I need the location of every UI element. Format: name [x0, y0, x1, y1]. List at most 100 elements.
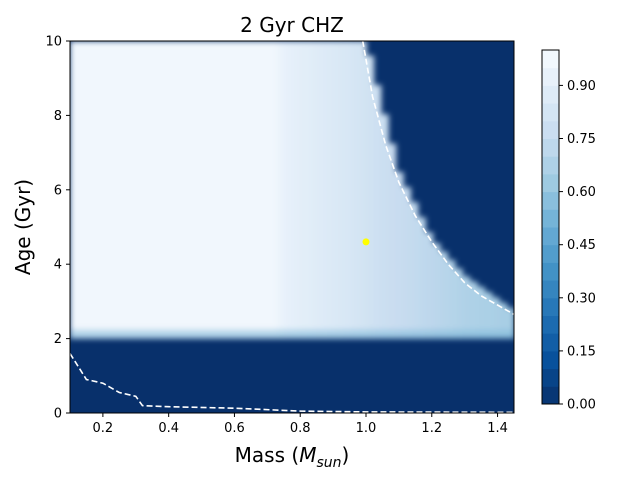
value-strip: [336, 41, 345, 339]
value-strip: [240, 41, 249, 339]
colorbar-frame: [541, 49, 560, 405]
colorbar-tick-label: 0.00: [567, 398, 596, 413]
value-strip: [292, 41, 300, 339]
value-strip: [499, 302, 508, 339]
y-tick-label: 4: [54, 258, 62, 273]
y-axis-label: Age (Gyr): [11, 179, 35, 275]
value-strip: [129, 41, 138, 339]
colorbar-swatch: [542, 156, 559, 175]
value-strip: [299, 41, 308, 339]
colorbar-swatch: [542, 368, 559, 387]
value-strip: [329, 41, 337, 339]
value-strip: [484, 292, 493, 339]
colorbar-swatch: [542, 297, 559, 316]
colorbar-tick-label: 0.75: [567, 132, 596, 147]
value-strip: [166, 41, 175, 339]
x-axis-label: Mass (Msun): [235, 443, 350, 471]
colorbar-tick-label: 0.15: [567, 344, 596, 359]
marker-layer: [362, 238, 370, 246]
colorbar-swatch: [542, 173, 559, 193]
colorbar-swatch: [542, 386, 559, 405]
colorbar-swatch: [542, 227, 559, 246]
value-strip: [84, 41, 93, 339]
transition-band: [70, 329, 514, 339]
plot-frame: [69, 40, 515, 414]
x-tick-label: 1.0: [356, 421, 377, 436]
value-strip: [447, 260, 456, 339]
x-tick-label: 0.8: [290, 421, 311, 436]
value-strip: [144, 41, 152, 339]
value-strip: [358, 41, 367, 339]
lower-dashed-curve: [70, 353, 514, 413]
value-strip: [284, 41, 293, 339]
colorbar-ticks: 0.00 0.15 0.30 0.45 0.60 0.75 0.90: [559, 79, 596, 413]
value-strip: [462, 276, 471, 339]
x-label-sub: sun: [316, 455, 341, 471]
colorbar-swatch: [542, 50, 559, 69]
value-strip: [388, 143, 397, 339]
value-strip: [380, 114, 389, 339]
value-strip: [136, 41, 145, 339]
value-strip: [469, 281, 478, 339]
value-strip: [410, 202, 419, 339]
value-strip: [173, 41, 182, 339]
y-tick-label: 8: [54, 109, 62, 124]
value-strip: [203, 41, 212, 339]
x-label-close: ): [342, 443, 350, 467]
value-strip: [366, 55, 374, 339]
value-strip: [77, 41, 86, 339]
dashed-curves: [70, 41, 514, 413]
value-strip: [343, 41, 352, 339]
value-strip: [210, 41, 219, 339]
value-strip: [395, 172, 404, 339]
upper-dashed-curve: [361, 41, 514, 316]
value-strip: [277, 41, 286, 339]
habitable-region: [70, 41, 514, 339]
colorbar-swatch: [542, 333, 559, 352]
colorbar-swatches: [542, 50, 559, 405]
value-strip: [321, 41, 330, 339]
colorbar-swatch: [542, 315, 559, 334]
x-label-var: M: [299, 443, 316, 467]
colorbar-swatch: [542, 244, 559, 263]
value-strip: [107, 41, 115, 339]
colorbar-tick-label: 0.30: [567, 291, 596, 306]
value-strip: [373, 84, 382, 339]
value-strip: [425, 232, 434, 339]
x-tick-label: 0.4: [158, 421, 179, 436]
x-tick-label: 1.2: [421, 421, 442, 436]
value-strip: [269, 41, 278, 339]
value-strip: [432, 243, 441, 339]
y-tick-label: 6: [54, 183, 62, 198]
value-strip: [506, 308, 514, 339]
colorbar-tick-label: 0.60: [567, 185, 596, 200]
y-axis: 0 2 4 6 8 10: [45, 35, 70, 422]
colorbar-swatch: [542, 120, 559, 139]
value-strip: [195, 41, 204, 339]
y-tick-label: 0: [54, 407, 62, 422]
value-strip: [247, 41, 256, 339]
colorbar-swatch: [542, 280, 559, 299]
heatmap-field: [70, 41, 514, 413]
colorbar: 0.00 0.15 0.30 0.45 0.60 0.75 0.90: [541, 49, 596, 413]
value-strip: [181, 41, 189, 339]
x-axis: 0.2 0.4 0.6 0.8 1.0 1.2 1.4: [93, 413, 508, 436]
value-strip: [491, 297, 500, 339]
colorbar-swatch: [542, 350, 559, 370]
x-tick-label: 0.2: [93, 421, 114, 436]
value-strip: [454, 268, 463, 339]
value-strip: [417, 217, 426, 339]
value-strip: [99, 41, 108, 339]
plot-area: [70, 41, 514, 413]
value-strip: [121, 41, 130, 339]
value-strip: [403, 187, 411, 339]
x-tick-label: 1.4: [487, 421, 508, 436]
value-strip: [70, 41, 78, 339]
value-strip: [306, 41, 315, 339]
colorbar-swatch: [542, 209, 559, 228]
colorbar-swatch: [542, 262, 559, 281]
value-strip: [151, 41, 160, 339]
colorbar-swatch: [542, 191, 559, 210]
colorbar-swatch: [542, 85, 559, 104]
